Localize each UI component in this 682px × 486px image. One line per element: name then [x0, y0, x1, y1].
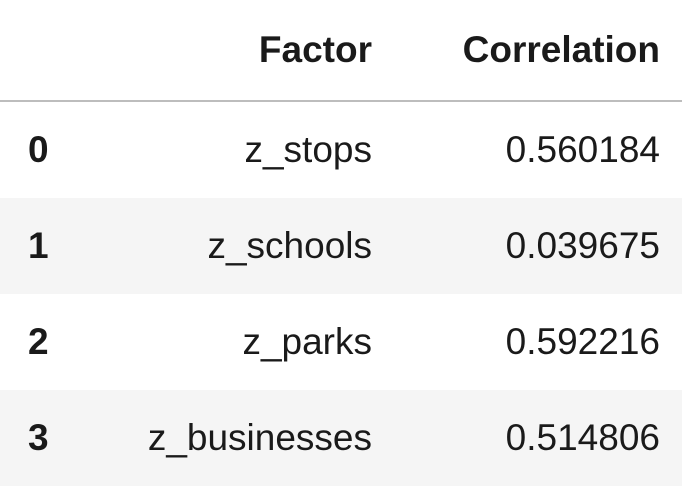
- table-row: 2 z_parks 0.592216: [0, 294, 682, 390]
- row-index: 1: [28, 225, 49, 266]
- factor-cell: z_stops: [244, 129, 372, 170]
- table-row: 1 z_schools 0.039675: [0, 198, 682, 294]
- table-body: 0 z_stops 0.560184 1 z_schools 0.039675 …: [0, 101, 682, 486]
- table-row: 3 z_businesses 0.514806: [0, 390, 682, 486]
- header-row: Factor Correlation: [0, 0, 682, 102]
- table-row: 0 z_stops 0.560184: [0, 101, 682, 198]
- row-index: 3: [28, 417, 49, 458]
- correlation-cell: 0.039675: [505, 225, 660, 266]
- correlation-cell: 0.592216: [505, 321, 660, 362]
- index-column-header: [0, 0, 90, 102]
- correlation-column-header: Correlation: [380, 0, 682, 102]
- factor-cell: z_businesses: [147, 417, 372, 458]
- row-index: 2: [28, 321, 49, 362]
- row-index: 0: [28, 129, 49, 170]
- factor-column-header: Factor: [90, 0, 380, 102]
- table-header: Factor Correlation: [0, 0, 682, 102]
- factor-cell: z_schools: [207, 225, 372, 266]
- correlation-cell: 0.514806: [505, 417, 660, 458]
- correlation-cell: 0.560184: [505, 129, 660, 170]
- factor-cell: z_parks: [242, 321, 372, 362]
